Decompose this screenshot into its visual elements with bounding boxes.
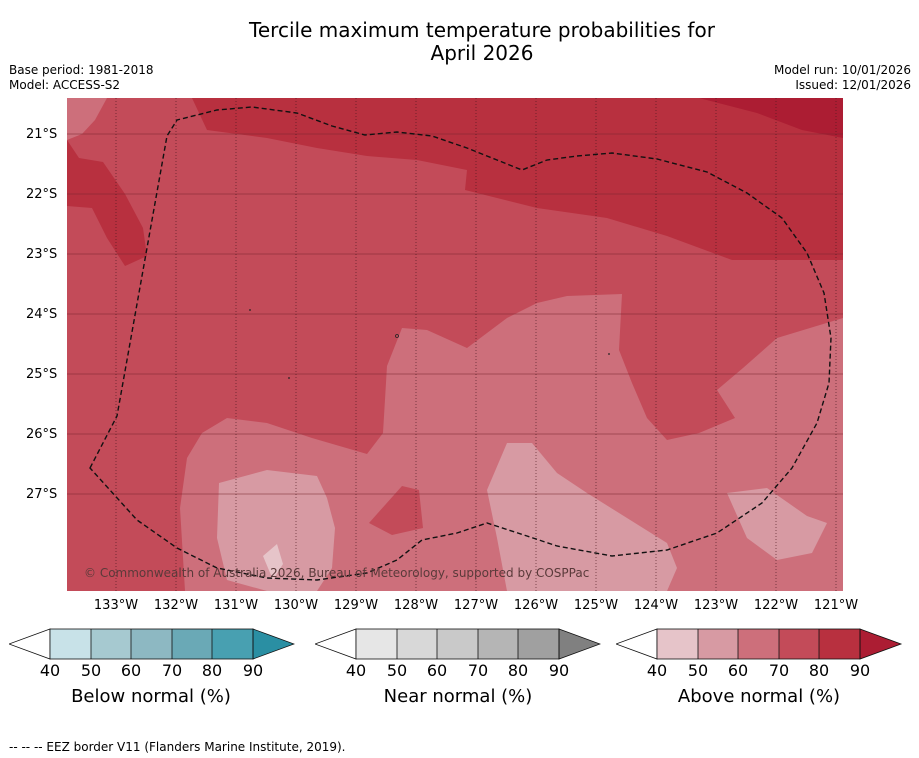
colorbar-tick: 80 <box>808 661 830 680</box>
longitude-label: 128°W <box>393 598 439 613</box>
colorbar-near-normal <box>315 628 601 660</box>
longitude-gridlines <box>115 98 837 591</box>
colorbar-tick: 40 <box>646 661 668 680</box>
longitude-label: 130°W <box>273 598 319 613</box>
metadata-left: Base period: 1981-2018 Model: ACCESS-S2 <box>9 63 154 93</box>
colorbar-tick: 60 <box>426 661 448 680</box>
longitude-label: 121°W <box>813 598 859 613</box>
issued-date: Issued: 12/01/2026 <box>795 78 911 92</box>
colorbar-tick: 90 <box>242 661 264 680</box>
island-marker <box>395 334 399 338</box>
region-above-80-north <box>192 98 843 260</box>
eez-border <box>89 106 832 581</box>
colorbar-tick: 40 <box>345 661 367 680</box>
latitude-label: 27°S <box>26 487 58 502</box>
region-above-70-island <box>369 486 423 535</box>
longitude-label: 126°W <box>513 598 559 613</box>
longitude-label: 123°W <box>693 598 739 613</box>
longitude-label: 125°W <box>573 598 619 613</box>
colorbar-tick: 50 <box>386 661 408 680</box>
map-svg <box>67 98 843 591</box>
region-above-40-spot <box>263 544 283 580</box>
colorbar-tick: 60 <box>727 661 749 680</box>
latitude-label: 23°S <box>26 247 58 262</box>
island-marker <box>288 377 290 379</box>
copyright-notice: © Commonwealth of Australia 2026, Bureau… <box>84 566 590 580</box>
colorbar-label-above: Above normal (%) <box>677 686 841 707</box>
colorbar-tick: 50 <box>80 661 102 680</box>
latitude-label: 21°S <box>26 127 58 142</box>
colorbar-label-below: Below normal (%) <box>71 686 231 707</box>
longitude-label: 127°W <box>453 598 499 613</box>
region-above-50-center <box>217 470 335 591</box>
colorbar-below-normal <box>9 628 295 660</box>
probability-map <box>67 98 843 591</box>
longitude-label: 129°W <box>333 598 379 613</box>
colorbar-tick: 90 <box>849 661 871 680</box>
metadata-right: Model run: 10/01/2026 Issued: 12/01/2026 <box>774 63 911 93</box>
title-line-2: April 2026 <box>430 41 534 65</box>
chart-title: Tercile maximum temperature probabilitie… <box>0 19 919 65</box>
region-above-80-west <box>67 140 147 266</box>
longitude-label: 131°W <box>213 598 259 613</box>
colorbar-tick: 70 <box>161 661 183 680</box>
latitude-gridlines <box>67 133 843 495</box>
latitude-label: 26°S <box>26 427 58 442</box>
colorbar-tick: 80 <box>201 661 223 680</box>
longitude-label: 124°W <box>633 598 679 613</box>
colorbar-label-near: Near normal (%) <box>383 686 533 707</box>
colorbar-tick: 80 <box>507 661 529 680</box>
colorbar-tick: 70 <box>467 661 489 680</box>
model-run-date: Model run: 10/01/2026 <box>773 63 911 77</box>
island-marker <box>608 353 610 355</box>
colorbar-tick: 40 <box>39 661 61 680</box>
longitude-label: 132°W <box>153 598 199 613</box>
colorbar-tick: 90 <box>548 661 570 680</box>
longitude-label: 133°W <box>93 598 139 613</box>
longitude-label: 122°W <box>753 598 799 613</box>
region-above-90-corner <box>699 98 843 138</box>
colorbar-above-normal <box>616 628 903 660</box>
title-line-1: Tercile maximum temperature probabilitie… <box>249 18 715 42</box>
latitude-label: 25°S <box>26 367 58 382</box>
latitude-label: 24°S <box>26 307 58 322</box>
base-period: Base period: 1981-2018 <box>9 63 154 77</box>
colorbar-tick: 60 <box>120 661 142 680</box>
island-marker <box>249 309 251 311</box>
colorbar-tick: 70 <box>768 661 790 680</box>
colorbar-tick: 50 <box>687 661 709 680</box>
model-name: Model: ACCESS-S2 <box>9 78 121 92</box>
eez-footnote: -- -- -- EEZ border V11 (Flanders Marine… <box>9 740 346 754</box>
region-above-50-far-east <box>727 488 827 560</box>
region-above-60-west <box>67 98 107 140</box>
latitude-label: 22°S <box>26 187 58 202</box>
